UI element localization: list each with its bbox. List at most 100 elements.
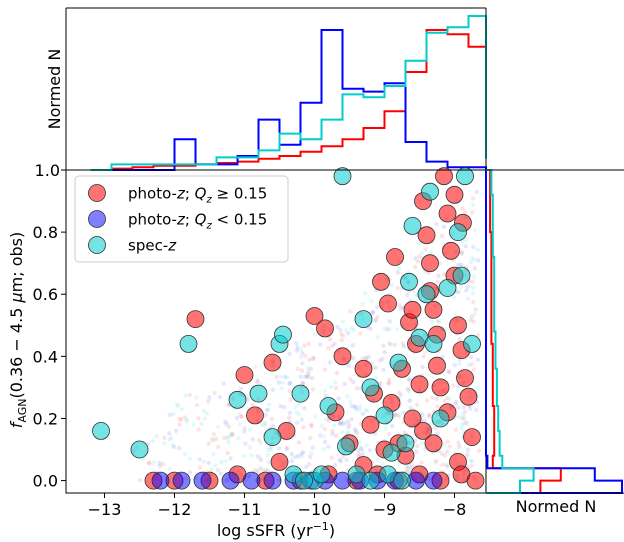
cloud-point (430, 395, 435, 400)
cloud-point (396, 267, 402, 272)
photo-z-high-q-point (316, 319, 334, 338)
cloud-point (239, 414, 244, 419)
cloud-point (179, 407, 184, 412)
cloud-point (294, 341, 299, 346)
cloud-point (237, 411, 242, 417)
photo-z-high-q-point (428, 356, 446, 375)
photo-z-high-q-point (459, 387, 478, 406)
cloud-point (459, 426, 464, 431)
cloud-point (211, 438, 216, 443)
cloud-point (456, 440, 461, 445)
cloud-point (435, 279, 440, 284)
cloud-point (451, 383, 456, 388)
cloud-point (345, 394, 350, 399)
cloud-point (265, 447, 270, 452)
cloud-point (348, 399, 353, 404)
cloud-point (372, 364, 377, 370)
cloud-point (420, 412, 425, 417)
cloud-point (471, 274, 477, 279)
cloud-point (447, 369, 452, 375)
cloud-point (174, 402, 180, 408)
cloud-point (175, 403, 180, 408)
cloud-point (160, 462, 166, 467)
cloud-point (211, 432, 216, 437)
cloud-point (461, 405, 466, 410)
cloud-point (174, 428, 179, 433)
cloud-point (354, 386, 360, 391)
photo-z-high-q-point (435, 167, 453, 186)
cloud-point (473, 311, 478, 316)
cloud-point (308, 436, 313, 441)
cloud-point (295, 366, 300, 372)
cloud-point (472, 257, 477, 262)
cloud-point (263, 413, 268, 418)
cloud-point (215, 424, 220, 430)
cloud-point (295, 420, 300, 425)
cloud-point (261, 468, 266, 473)
photo-z-high-q-point (438, 204, 457, 223)
cloud-point (393, 412, 398, 417)
cloud-point (250, 437, 255, 442)
cloud-point (344, 457, 349, 463)
cloud-point (337, 457, 342, 462)
top-histogram-panel: Normed N (45, 7, 487, 171)
cloud-point (226, 440, 231, 445)
cloud-point (401, 410, 406, 415)
cloud-point (298, 374, 304, 380)
cloud-point (299, 453, 304, 459)
cloud-point (150, 438, 156, 444)
cloud-point (405, 466, 410, 471)
cloud-point (436, 319, 441, 324)
photo-z-high-q-point (445, 185, 464, 204)
cloud-point (323, 388, 328, 393)
spec-z-point (403, 216, 422, 235)
cloud-point (242, 429, 247, 434)
cloud-point (337, 420, 342, 426)
cloud-point (262, 423, 267, 428)
cloud-point (312, 332, 318, 337)
cloud-point (177, 422, 182, 427)
cloud-point (342, 381, 347, 387)
cloud-point (214, 436, 219, 442)
cloud-point (288, 397, 293, 402)
cloud-point (464, 288, 469, 293)
cloud-point (392, 412, 397, 418)
cloud-point (311, 355, 316, 360)
cloud-point (266, 459, 271, 465)
cloud-point (417, 241, 422, 246)
photo-z-high-q-point (410, 375, 429, 394)
photo-z-high-q-point (442, 241, 460, 260)
cloud-point (258, 457, 264, 463)
cloud-point (360, 302, 365, 307)
cloud-point (266, 402, 272, 407)
cloud-point (434, 396, 439, 402)
cloud-point (264, 407, 270, 413)
photo-z-high-q-point (186, 310, 205, 329)
spec-z-point (354, 310, 373, 329)
cloud-point (336, 396, 341, 401)
cloud-point (476, 448, 482, 453)
cloud-point (367, 448, 373, 453)
right-panel-xlabel: Normed N (516, 497, 597, 516)
cloud-point (406, 465, 411, 470)
spec-z-point (249, 384, 268, 403)
cloud-point (341, 421, 346, 426)
cloud-point (463, 209, 468, 215)
cloud-point (157, 463, 162, 469)
cloud-point (338, 421, 343, 427)
top-panel-tick-label: 1.0 (35, 161, 60, 180)
spec-z-point (274, 325, 292, 344)
cloud-point (465, 452, 470, 457)
cloud-point (321, 434, 327, 439)
cloud-point (461, 416, 466, 421)
spec-z-point (337, 437, 355, 456)
cloud-point (276, 380, 282, 385)
cloud-point (407, 398, 412, 403)
cloud-point (375, 314, 380, 320)
cloud-point (381, 343, 386, 348)
cloud-point (475, 385, 480, 390)
cloud-point (184, 417, 190, 423)
cloud-point (335, 324, 340, 330)
cloud-point (470, 285, 476, 290)
